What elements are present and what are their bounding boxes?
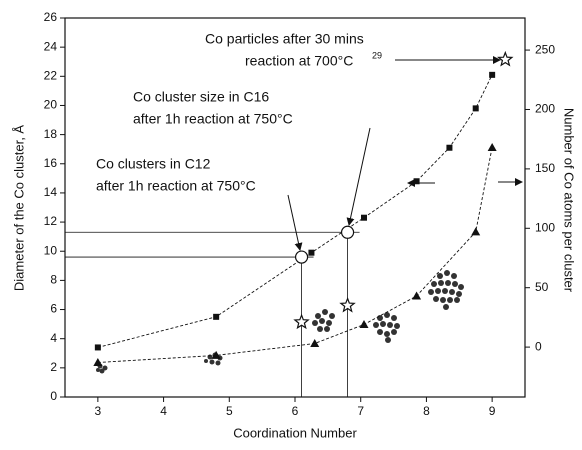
y2-tick-label: 250 xyxy=(535,42,555,56)
x-tick-label: 9 xyxy=(489,404,496,418)
y-tick-label: 12 xyxy=(44,214,58,228)
triangle-marker xyxy=(487,143,497,152)
y-tick-label: 6 xyxy=(50,302,57,316)
y-tick-label: 20 xyxy=(44,98,58,112)
y2-tick-label: 50 xyxy=(535,280,549,294)
x-tick-label: 3 xyxy=(95,404,102,418)
y-tick-label: 2 xyxy=(50,360,57,374)
x-axis-label: Coordination Number xyxy=(233,425,357,440)
y-tick-label: 24 xyxy=(44,39,58,53)
annotation-superscript: 29 xyxy=(372,50,382,60)
y-tick-label: 16 xyxy=(44,156,58,170)
triangle-marker xyxy=(359,320,369,329)
cluster-icon xyxy=(312,309,335,332)
triangle-marker xyxy=(412,291,422,300)
annotation: Co particles after 30 mins xyxy=(205,31,364,47)
x-tick-label: 7 xyxy=(357,404,364,418)
annotation: after 1h reaction at 750°C xyxy=(133,111,293,127)
y-tick-label: 26 xyxy=(44,10,58,24)
cluster-images xyxy=(96,270,464,374)
y-tick-label: 0 xyxy=(50,389,57,403)
cluster-icon xyxy=(428,270,464,310)
x-tick-label: 8 xyxy=(423,404,430,418)
y2-tick-label: 200 xyxy=(535,102,555,116)
x-tick-label: 6 xyxy=(292,404,299,418)
square-marker xyxy=(413,178,420,185)
y2-tick-label: 100 xyxy=(535,220,555,234)
cluster-icon xyxy=(204,352,223,366)
cluster-icon xyxy=(96,363,108,374)
square-marker xyxy=(94,344,101,351)
annotation: reaction at 700°C xyxy=(245,53,353,69)
y-tick-label: 18 xyxy=(44,127,58,141)
y-tick-label: 10 xyxy=(44,243,58,257)
triangle-marker xyxy=(310,339,320,348)
square-marker xyxy=(489,71,496,78)
plot-frame xyxy=(64,17,526,398)
y2-axis-label: Number of Co atoms per cluster xyxy=(562,108,577,293)
triangle-marker xyxy=(93,358,103,367)
square-marker xyxy=(213,313,220,320)
x-tick-label: 4 xyxy=(160,404,167,418)
annotation-arrow xyxy=(287,194,303,251)
annotation: Co clusters in C12 xyxy=(96,156,211,172)
triangle-marker xyxy=(471,227,481,236)
star-marker xyxy=(496,50,514,67)
y-axis-label: Diameter of the Co cluster, Å xyxy=(11,125,26,292)
square-marker xyxy=(361,214,367,221)
series-line xyxy=(97,74,493,348)
annotation: after 1h reaction at 750°C xyxy=(96,178,256,194)
annotations: Co particles after 30 mins reaction at 7… xyxy=(96,31,523,251)
star-marker xyxy=(339,296,356,313)
cluster-icon xyxy=(373,312,400,343)
annotation: Co cluster size in C16 xyxy=(133,89,269,105)
square-marker xyxy=(472,105,479,112)
square-marker xyxy=(308,249,315,256)
x-tick-label: 5 xyxy=(226,404,233,418)
y2-tick-label: 150 xyxy=(535,161,555,175)
annotation-arrow xyxy=(346,127,371,226)
triangle-marker xyxy=(211,350,221,359)
y-tick-label: 8 xyxy=(50,273,57,287)
y-tick-label: 14 xyxy=(44,185,58,199)
circle-marker xyxy=(340,225,355,239)
y2-tick-label: 0 xyxy=(535,339,542,353)
circle-marker xyxy=(294,250,309,264)
y-tick-label: 22 xyxy=(44,68,58,82)
square-marker xyxy=(446,144,453,151)
star-marker xyxy=(293,313,310,330)
y-tick-label: 4 xyxy=(50,331,57,345)
